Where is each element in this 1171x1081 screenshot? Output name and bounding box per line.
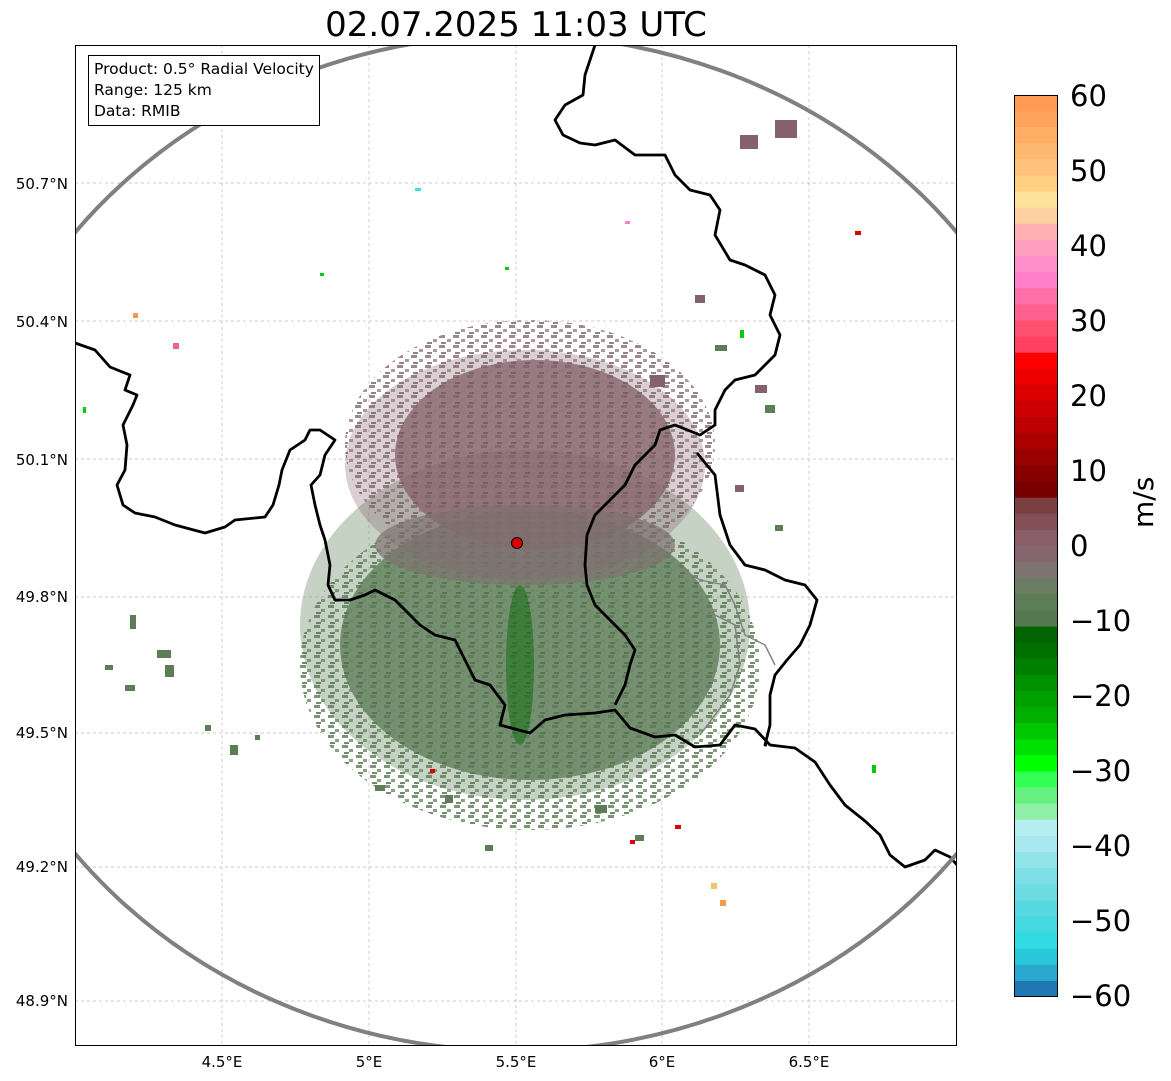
colorbar-tick-60: 60 [1070,79,1107,113]
colorbar-stripe [1014,401,1058,418]
colorbar-stripe [1014,578,1058,595]
colorbar-stripe [1014,819,1058,837]
colorbar-stripe [1014,191,1058,209]
colorbar-stripe [1014,143,1058,161]
colorbar-stripe [1014,433,1058,450]
internal-borders [674,564,776,736]
colorbar-stripe [1014,465,1058,483]
colorbar-stripe [1014,787,1058,805]
colorbar-stripe [1014,175,1058,193]
colorbar-stripe [1014,690,1058,708]
colorbar-tick-minus-50: −50 [1070,904,1132,938]
colorbar-stripe [1014,368,1058,386]
lon-label-6-5: 6.5°E [788,1053,830,1071]
colorbar-stripe [1014,658,1058,676]
colorbar-stripe [1014,546,1058,563]
colorbar-stripe [1014,932,1058,950]
colorbar-stripe [1014,497,1058,515]
lon-label-6: 6°E [648,1053,676,1071]
colorbar-stripe [1014,964,1058,982]
colorbar-stripe [1014,610,1058,628]
colorbar-stripe [1014,384,1058,402]
colorbar-stripe [1014,256,1058,273]
colorbar-stripe [1014,739,1058,756]
colorbar-stripe [1014,868,1058,885]
colorbar-tick-50: 50 [1070,154,1107,188]
colorbar-stripe [1014,529,1058,547]
product-label: Product: 0.5° Radial Velocity [94,60,314,78]
colorbar-tick-minus-60: −60 [1070,979,1132,1013]
colorbar-stripe [1014,900,1058,918]
colorbar-tick-minus-10: −10 [1070,604,1132,638]
radar-map [75,45,957,1046]
colorbar-stripe [1014,336,1058,354]
colorbar-tick-minus-40: −40 [1070,829,1132,863]
lon-label-5-5: 5.5°E [495,1053,537,1071]
colorbar-tick-40: 40 [1070,229,1107,263]
colorbar-stripe [1014,723,1058,740]
colorbar-stripe [1014,272,1058,289]
map-title: 02.07.2025 11:03 UTC [325,5,707,45]
range-label: Range: 125 km [94,81,212,99]
colorbar-stripe [1014,417,1058,434]
colorbar-tick-10: 10 [1070,454,1107,488]
radar-site-marker [511,537,523,549]
colorbar-stripe [1014,159,1058,177]
colorbar-stripe [1014,626,1058,644]
colorbar-tick-0: 0 [1070,529,1089,563]
lat-label-50-1: 50.1°N [15,451,68,469]
colorbar-stripe [1014,980,1058,998]
colorbar-stripe [1014,223,1058,241]
lat-label-50-4: 50.4°N [15,313,68,331]
colorbar-tick-30: 30 [1070,304,1107,338]
colorbar-stripe [1014,835,1058,853]
lon-label-4-5: 4.5°E [201,1053,243,1071]
lat-label-49-5: 49.5°N [15,724,68,742]
colorbar-stripe [1014,642,1058,660]
lon-label-5: 5°E [355,1053,383,1071]
colorbar-stripe [1014,771,1058,789]
colorbar-stripe [1014,513,1058,531]
lat-label-48-9: 48.9°N [15,992,68,1010]
colorbar-stripe [1014,852,1058,869]
colorbar-tick-minus-20: −20 [1070,679,1132,713]
colorbar-stripe [1014,111,1058,128]
data-source-label: Data: RMIB [94,102,181,120]
radar-echo-field [83,120,876,906]
colorbar-stripe [1014,884,1058,901]
colorbar-tick-minus-30: −30 [1070,754,1132,788]
colorbar-stripe [1014,449,1058,467]
colorbar-stripe [1014,127,1058,144]
colorbar-stripe [1014,304,1058,322]
colorbar-stripe [1014,707,1058,724]
colorbar-stripe [1014,674,1058,692]
colorbar-stripe [1014,481,1058,499]
colorbar-stripe [1014,755,1058,773]
colorbar-stripe [1014,352,1058,370]
colorbar-stripe [1014,288,1058,305]
colorbar-stripe [1014,916,1058,934]
product-info-box: Product: 0.5° Radial Velocity Range: 125… [88,55,320,126]
country-borders [75,45,957,869]
lat-label-49-8: 49.8°N [15,588,68,606]
lat-label-50-7: 50.7°N [15,175,68,193]
velocity-colorbar [1014,95,1058,998]
colorbar-stripe [1014,95,1058,112]
colorbar-stripe [1014,239,1058,257]
colorbar-stripe [1014,948,1058,966]
colorbar-stripe [1014,594,1058,612]
lat-label-49-2: 49.2°N [15,858,68,876]
colorbar-unit-label: m/s [1127,476,1160,528]
colorbar-stripe [1014,803,1058,821]
colorbar-tick-20: 20 [1070,379,1107,413]
colorbar-stripe [1014,562,1058,579]
colorbar-stripe [1014,207,1058,225]
colorbar-stripe [1014,320,1058,338]
